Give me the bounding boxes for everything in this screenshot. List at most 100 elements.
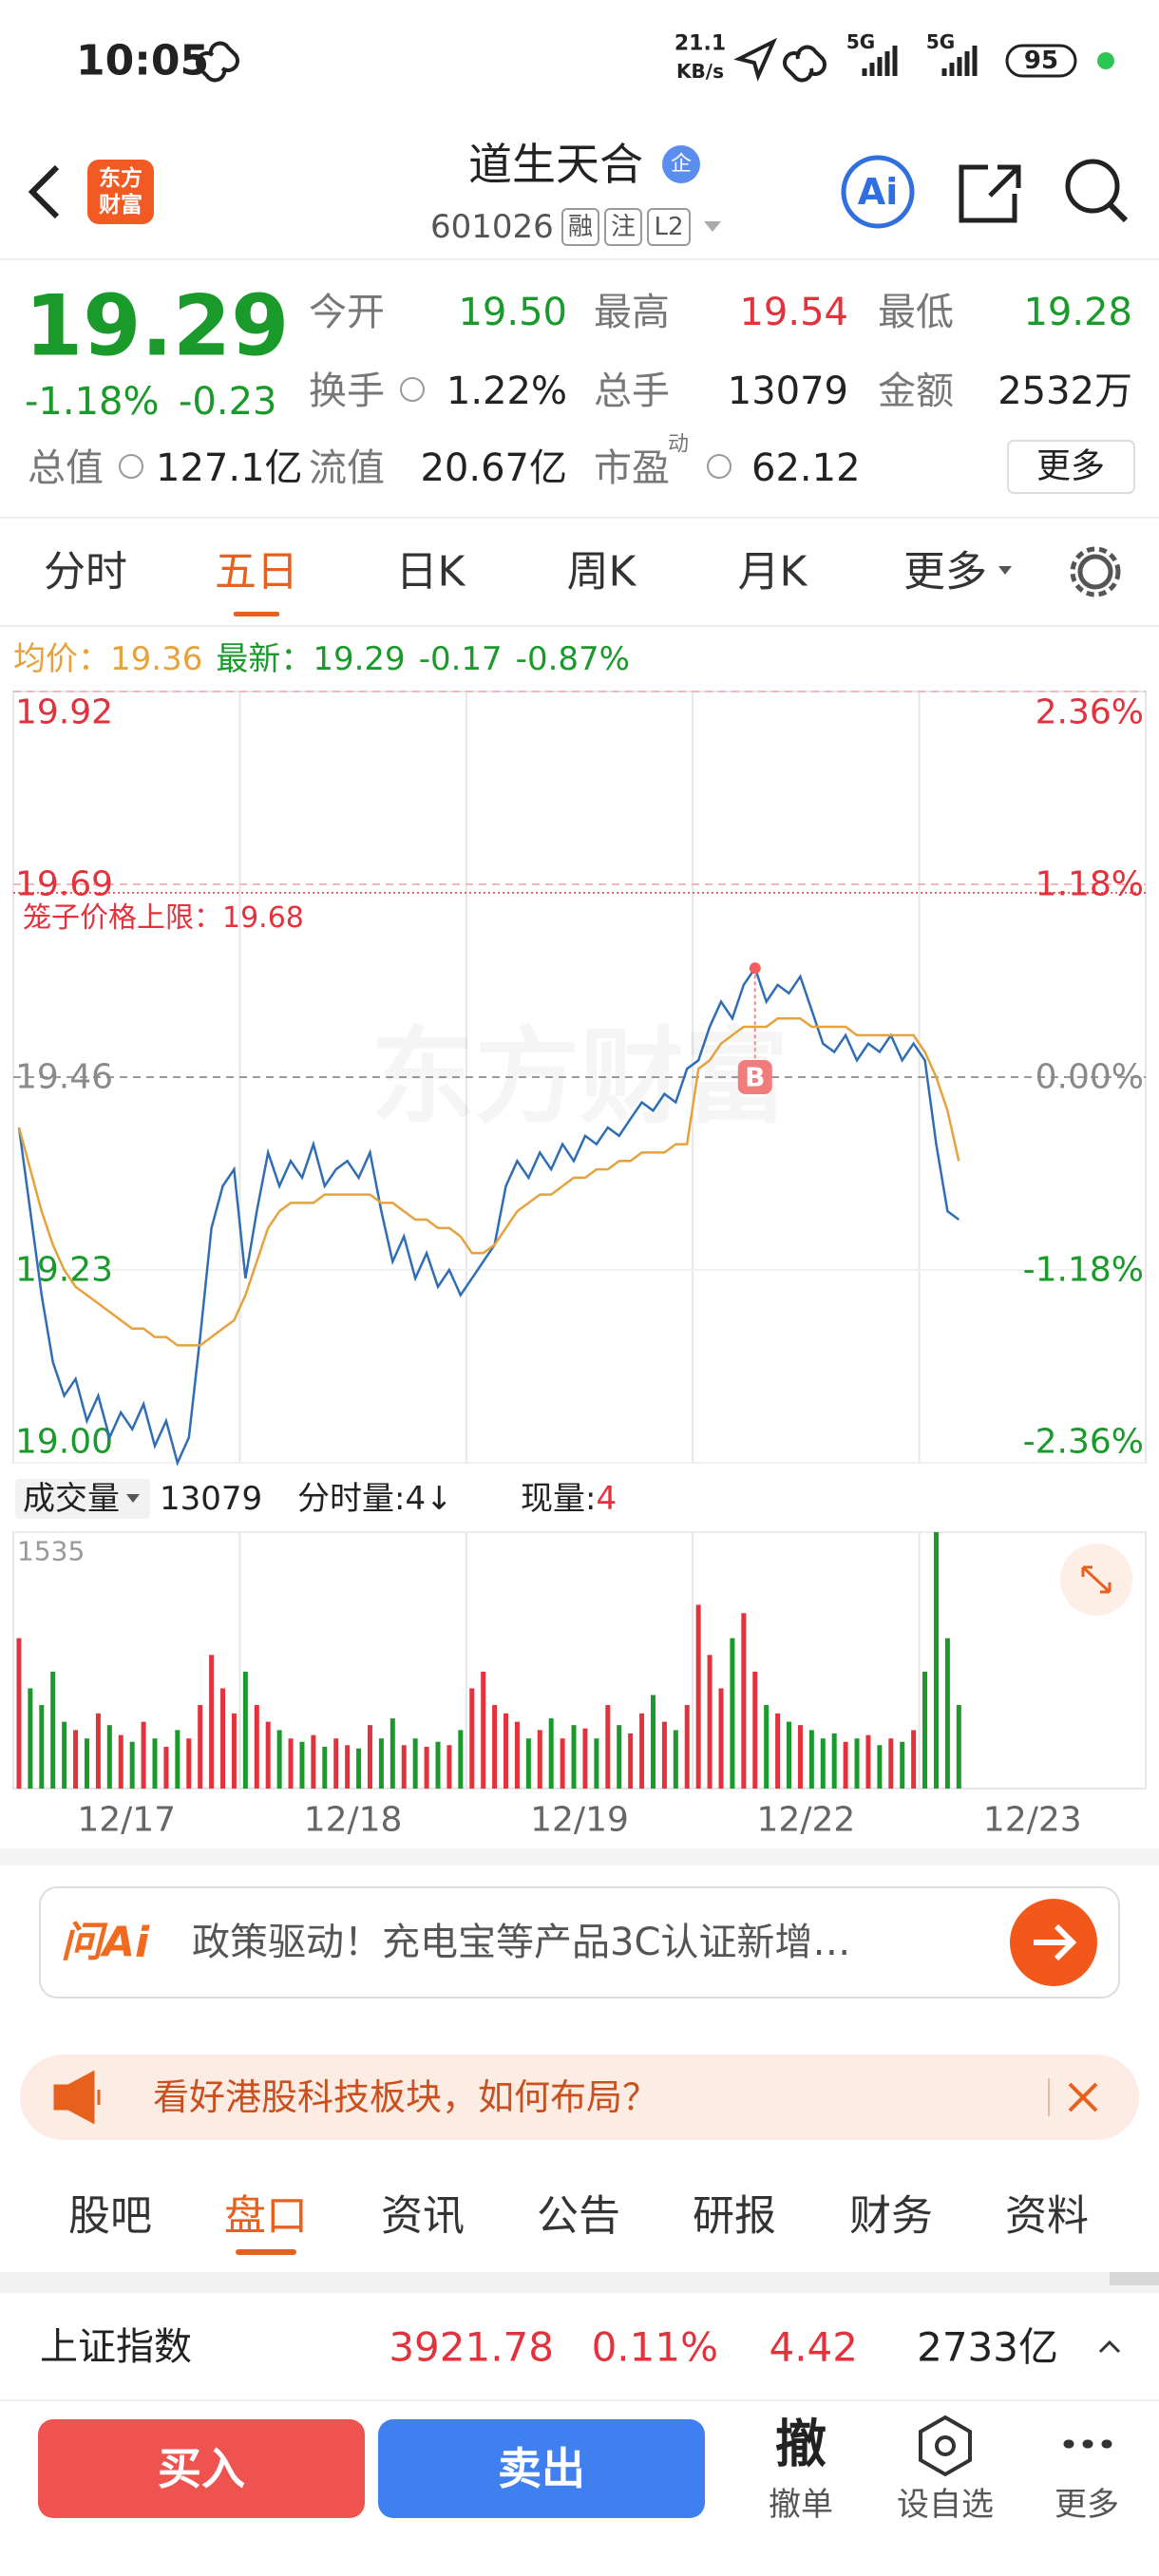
tab[interactable]: 月K	[738, 548, 808, 597]
volume-bar	[311, 1734, 316, 1789]
volume-bar	[209, 1655, 215, 1789]
volume-bar	[787, 1721, 792, 1789]
tab-underline	[234, 612, 279, 616]
cancel-text: 撤单	[769, 2486, 833, 2524]
search-handle	[1108, 202, 1129, 223]
tab[interactable]: 周K	[567, 548, 637, 597]
field-label: 市盈	[594, 446, 670, 490]
notice-close[interactable]	[1068, 2082, 1098, 2112]
expand-icon	[1081, 1565, 1112, 1594]
tab[interactable]: 资讯	[381, 2192, 465, 2241]
notice-divider	[1048, 2078, 1050, 2116]
volume-bar	[582, 1728, 588, 1789]
average-line	[17, 1016, 960, 1347]
volume-bar	[888, 1738, 894, 1789]
net-unit: KB/s	[676, 60, 724, 83]
tab-active[interactable]: 盘口	[224, 2192, 308, 2241]
volume-bar	[718, 1688, 724, 1789]
field-value: 62.12	[751, 446, 861, 490]
volume-bar	[62, 1721, 67, 1789]
volume-bar	[163, 1747, 169, 1789]
volume-bar	[628, 1733, 634, 1789]
index-expand[interactable]	[1098, 2339, 1121, 2354]
link-icon	[196, 41, 239, 83]
volume-bar	[594, 1738, 599, 1789]
tab[interactable]: 日K	[396, 548, 466, 597]
volume-total: 13079	[160, 1480, 262, 1518]
volume-bar	[865, 1734, 871, 1789]
tag-text: L2	[654, 213, 683, 241]
volume-bar	[854, 1738, 860, 1789]
volume-bar	[446, 1745, 452, 1789]
volume-bar	[129, 1741, 135, 1789]
volume-bar	[141, 1721, 146, 1789]
minute-volume: 分时量:4↓	[297, 1480, 453, 1518]
volume-bar	[424, 1747, 429, 1789]
volume-bar	[265, 1721, 271, 1789]
quote-fields: 今开 19.50 最高 19.54 最低 19.28 换手 1.22% 总手 1…	[28, 291, 1132, 490]
volume-bar	[695, 1604, 701, 1789]
cancel-icon[interactable]: 撤	[775, 2415, 826, 2474]
volume-bar	[504, 1713, 509, 1789]
volume-bar	[95, 1713, 101, 1789]
field-label: 总手	[594, 369, 670, 413]
back-button[interactable]	[28, 164, 60, 219]
volume-bar	[242, 1671, 248, 1789]
tab[interactable]: 研报	[693, 2192, 776, 2241]
tab[interactable]: 分时	[44, 548, 127, 597]
y2-tick-label: 2.36%	[1036, 693, 1144, 732]
limit-label-text: 笼子价格上限：	[23, 900, 222, 934]
last-value: 19.29	[313, 640, 405, 678]
x-tick-label: 12/18	[304, 1801, 403, 1840]
collapse-tab[interactable]	[1110, 2272, 1159, 2285]
volume-bar	[820, 1738, 826, 1789]
volume-bar	[231, 1713, 237, 1789]
tab[interactable]: 公告	[537, 2192, 620, 2241]
tab[interactable]: 股吧	[68, 2192, 152, 2241]
volume-bar	[877, 1745, 883, 1789]
tab-active[interactable]: 五日	[215, 548, 298, 597]
field-value: 19.50	[458, 291, 567, 334]
tab-underline	[236, 2249, 296, 2255]
more-button[interactable]	[1007, 440, 1135, 494]
share-button[interactable]	[959, 164, 1021, 223]
field-label: 总值	[28, 446, 104, 490]
watch-icon[interactable]	[919, 2415, 972, 2477]
volume-bar	[401, 1745, 407, 1789]
tag	[647, 208, 691, 246]
field-label: 最高	[594, 291, 670, 334]
y-tick-label: 19.00	[15, 1423, 113, 1462]
volume-bar	[276, 1730, 282, 1789]
tab[interactable]: 财务	[849, 2192, 933, 2241]
badge	[662, 145, 700, 183]
volume-bar	[933, 1532, 939, 1789]
buy-text: 买入	[158, 2443, 245, 2494]
volume-bar	[548, 1718, 554, 1789]
watch-icon-dot	[935, 2435, 956, 2456]
field-label: 金额	[878, 369, 954, 413]
sell-button[interactable]	[378, 2419, 705, 2518]
ai-banner[interactable]	[39, 1886, 1120, 1998]
change: -0.23	[179, 380, 277, 424]
tab[interactable]: 资料	[1005, 2192, 1089, 2241]
field-value: 19.28	[1023, 291, 1132, 334]
field-label: 流值	[309, 446, 385, 490]
last-label: 最新：	[216, 640, 313, 678]
volume-selector[interactable]	[15, 1479, 150, 1519]
band	[0, 1848, 1159, 1866]
buy-button[interactable]	[38, 2419, 365, 2518]
volume-bar	[73, 1730, 79, 1789]
legend: 均价：19.36 最新：19.29 -0.17 -0.87%	[13, 640, 630, 678]
x-tick-label: 12/17	[77, 1801, 176, 1840]
volume-bar	[741, 1613, 747, 1789]
period-tabs: 分时 五日 日K 周K 月K 更多	[44, 548, 987, 597]
search-button[interactable]	[1065, 159, 1120, 214]
settings-button[interactable]	[1077, 554, 1113, 590]
tab[interactable]: 更多	[903, 548, 987, 597]
megaphone	[53, 2070, 101, 2125]
volume-bar	[152, 1738, 158, 1789]
volume-bar	[492, 1705, 498, 1789]
field-value: 19.54	[739, 291, 848, 334]
notice[interactable]	[20, 2055, 1139, 2140]
ai-button[interactable]	[841, 155, 915, 229]
